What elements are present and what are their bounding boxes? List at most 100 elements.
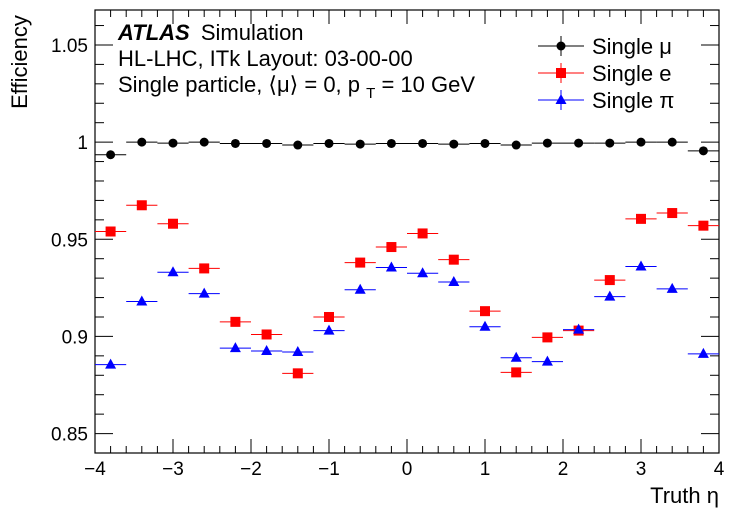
data-point: [386, 242, 397, 253]
y-tick-label: 0.9: [62, 327, 88, 348]
data-point: [136, 295, 148, 306]
legend-label: Single μ: [592, 34, 672, 59]
atlas-label: ATLAS: [117, 20, 190, 45]
data-point: [354, 283, 366, 294]
x-tick-label: 0: [402, 459, 413, 480]
data-point: [199, 137, 209, 147]
layout-label: HL-LHC, ITk Layout: 03-00-00: [118, 46, 413, 71]
particle-label: Single particle, ⟨μ⟩ = 0, p: [118, 72, 360, 97]
legend-label: Single π: [592, 88, 674, 113]
data-point: [261, 329, 272, 340]
data-point: [604, 275, 615, 286]
data-point: [448, 254, 459, 265]
data-point: [106, 150, 116, 160]
data-point: [355, 139, 365, 149]
data-point: [698, 146, 708, 156]
y-axis-label: Efficiency: [7, 15, 32, 109]
data-point: [604, 290, 616, 301]
svg-text:ATLAS Simulation: ATLAS Simulation: [117, 20, 304, 45]
x-tick-label: 3: [636, 459, 647, 480]
data-point: [230, 316, 241, 327]
y-tick-label: 0.85: [51, 425, 88, 446]
data-point: [542, 332, 553, 343]
data-point: [480, 306, 490, 317]
legend-entry: Single e: [538, 61, 672, 86]
data-point: [541, 355, 553, 366]
series-layer: [95, 137, 719, 379]
x-tick-label: −2: [240, 459, 262, 480]
pt-subscript: T: [366, 85, 375, 102]
data-point: [199, 263, 210, 274]
legend-marker: [555, 94, 567, 104]
y-tick-label: 1.05: [51, 36, 88, 57]
series-circle: [95, 137, 719, 160]
data-point: [324, 138, 334, 148]
data-point: [105, 358, 117, 369]
y-tick-label: 1: [77, 133, 88, 154]
data-point: [479, 320, 491, 331]
data-point: [448, 276, 460, 287]
x-tick-label: 2: [558, 459, 569, 480]
legend-marker: [556, 41, 566, 51]
data-point: [636, 137, 646, 147]
data-point: [230, 138, 240, 148]
data-point: [262, 138, 272, 148]
data-point: [511, 367, 522, 378]
data-point: [292, 368, 303, 379]
legend-entry: Single μ: [538, 34, 672, 59]
data-point: [105, 226, 116, 237]
data-point: [198, 287, 210, 298]
data-point: [666, 282, 678, 293]
data-point: [480, 138, 490, 148]
data-point: [385, 261, 397, 272]
data-point: [168, 138, 178, 148]
data-point: [417, 267, 429, 278]
legend-entry: Single π: [538, 88, 674, 113]
series-square: [95, 200, 719, 379]
series-triangle: [95, 260, 719, 369]
data-point: [323, 324, 335, 335]
data-point: [167, 266, 179, 277]
data-point: [386, 138, 396, 148]
data-point: [635, 260, 647, 271]
x-tick-label: 4: [714, 459, 725, 480]
data-point: [293, 140, 303, 150]
x-tick-label: −1: [318, 459, 340, 480]
data-point: [636, 213, 646, 224]
legend-marker: [556, 68, 566, 78]
data-point: [573, 323, 585, 334]
legend-label: Single e: [592, 61, 672, 86]
annotation-block: ATLAS Simulation HL-LHC, ITk Layout: 03-…: [117, 20, 475, 103]
data-point: [511, 140, 521, 150]
x-tick-label: −3: [162, 459, 184, 480]
data-point: [605, 138, 615, 148]
data-point: [449, 139, 459, 149]
data-point: [574, 138, 584, 148]
x-tick-label: −4: [84, 459, 106, 480]
simulation-label: Simulation: [201, 20, 304, 45]
y-tick-label: 0.95: [51, 230, 88, 251]
data-point: [697, 347, 709, 358]
svg-text:Single particle, ⟨μ⟩ = 0, p: Single particle, ⟨μ⟩ = 0, p T = 10 GeV: [118, 72, 475, 103]
data-point: [292, 345, 304, 356]
data-point: [418, 138, 428, 148]
data-point: [261, 344, 273, 355]
data-point: [417, 228, 428, 239]
data-point: [324, 311, 334, 322]
data-point: [698, 220, 709, 231]
data-point: [137, 137, 147, 147]
data-point: [667, 137, 677, 147]
x-tick-label: 1: [480, 459, 491, 480]
data-point: [355, 257, 366, 268]
data-point: [136, 200, 147, 211]
axis-ticks: −4 −3 −2 −1 0 1 2 3 4 0.85 0.9 0.95 1 1.05: [51, 10, 725, 480]
data-point: [168, 218, 178, 229]
data-point: [510, 351, 522, 362]
pt-value: = 10 GeV: [381, 72, 475, 97]
x-axis-label: Truth η: [650, 483, 719, 508]
data-point: [542, 138, 552, 148]
data-point: [229, 342, 241, 353]
data-point: [667, 208, 678, 219]
